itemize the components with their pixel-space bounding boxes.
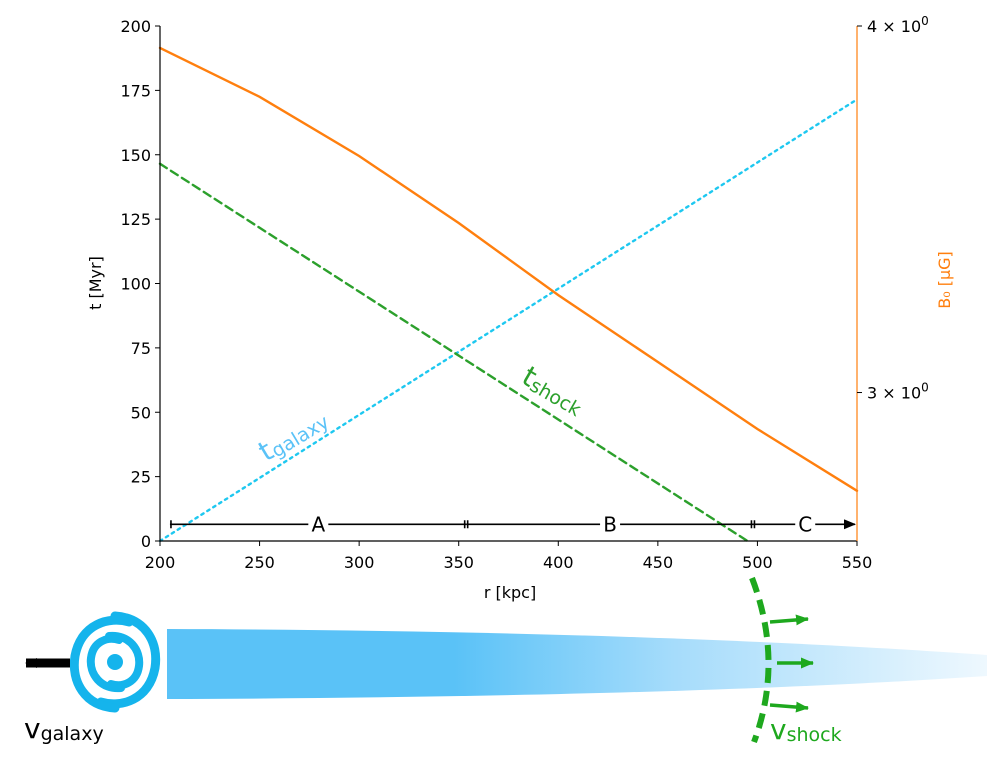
region-label-b: B	[603, 512, 617, 536]
galaxy-icon	[69, 611, 161, 713]
region-label-c: C	[798, 512, 812, 536]
x-tick-label-300: 300	[344, 553, 375, 572]
series-line-b-0	[158, 46, 859, 492]
x-tick-label-250: 250	[244, 553, 275, 572]
y-tick-label-100: 100	[120, 275, 151, 294]
x-axis-label: r [kpc]	[484, 583, 536, 602]
x-tick-label-350: 350	[443, 553, 474, 572]
shock-arrow-top	[769, 614, 809, 626]
y-tick-label-75: 75	[131, 339, 151, 358]
right-axis-label: B₀ [μG]	[935, 251, 954, 309]
schematic: vgalaxy vshock	[24, 576, 987, 746]
x-tick-label-400: 400	[543, 553, 574, 572]
y-axis-label: t [Myr]	[86, 256, 105, 310]
y-tick-label-0: 0	[141, 532, 151, 551]
y-tick-label-150: 150	[120, 146, 151, 165]
t-shock-label: tshock	[517, 359, 591, 421]
galaxy-tail	[167, 629, 987, 699]
x-tick-label-450: 450	[643, 553, 674, 572]
v-galaxy-label: vgalaxy	[24, 712, 104, 745]
region-label-a: A	[311, 512, 325, 536]
shock-front	[749, 576, 772, 744]
y-tick-label-175: 175	[120, 81, 151, 100]
x-tick-label-500: 500	[742, 553, 773, 572]
x-tick-label-200: 200	[145, 553, 176, 572]
y-tick-label-25: 25	[131, 468, 151, 487]
series-layer	[158, 46, 859, 543]
shock-arrow-bottom	[769, 701, 809, 713]
series-line-t-galaxy	[158, 98, 859, 543]
regions-layer: A B C	[169, 512, 856, 536]
y-tick-label-200: 200	[120, 17, 151, 36]
y-tick-label-50: 50	[131, 403, 151, 422]
y-tick-label-125: 125	[120, 210, 151, 229]
x-tick-label-550: 550	[842, 553, 873, 572]
right-tick-label-3: 3 × 100	[867, 381, 929, 403]
axes-layer	[159, 26, 858, 542]
series-line-t-shock	[158, 162, 749, 543]
ticks-layer: 200 250 300 350 400 450 500 550 0 25 50 75 100 125 150…	[120, 14, 928, 572]
right-tick-label-4: 4 × 100	[867, 14, 929, 36]
v-shock-label: vshock	[770, 713, 842, 746]
